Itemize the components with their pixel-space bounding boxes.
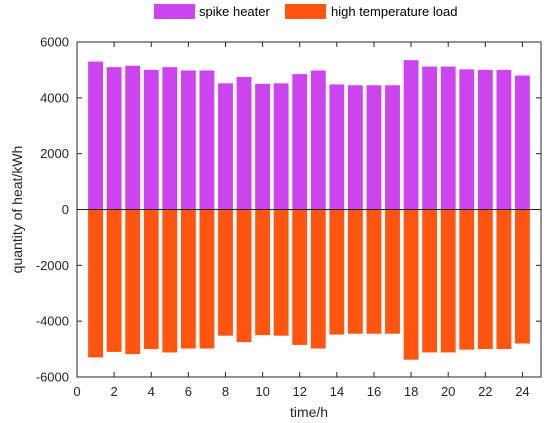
y-tick-label: 2000 xyxy=(40,146,69,161)
bar-spike-heater-21 xyxy=(459,69,475,210)
x-tick-label: 0 xyxy=(73,384,80,399)
bar-high-temperature-load-24 xyxy=(515,209,530,344)
bar-high-temperature-load-17 xyxy=(385,209,400,334)
y-axis-label: quantity of heat/kWh xyxy=(9,146,25,274)
legend-swatch-high-temperature-load xyxy=(285,4,326,19)
bar-high-temperature-load-12 xyxy=(292,209,308,345)
x-tick-label: 10 xyxy=(255,384,269,399)
bar-spike-heater-11 xyxy=(273,83,289,210)
legend: spike heater high temperature load xyxy=(154,4,457,19)
x-tick-label: 12 xyxy=(292,384,306,399)
bar-high-temperature-load-8 xyxy=(218,209,233,336)
bar-spike-heater-12 xyxy=(292,74,308,210)
axes xyxy=(76,41,542,378)
y-tick-label: -6000 xyxy=(36,370,69,385)
bar-spike-heater-4 xyxy=(143,69,159,210)
bar-spike-heater-18 xyxy=(403,60,419,210)
bar-spike-heater-8 xyxy=(218,83,233,210)
bar-spike-heater-22 xyxy=(477,69,493,210)
bar-spike-heater-9 xyxy=(236,76,252,210)
bar-spike-heater-3 xyxy=(125,65,141,210)
bar-high-temperature-load-3 xyxy=(125,209,141,355)
y-tick-label: -2000 xyxy=(36,258,69,273)
bar-spike-heater-14 xyxy=(329,84,345,210)
bar-spike-heater-1 xyxy=(88,61,103,210)
bar-high-temperature-load-2 xyxy=(106,209,122,352)
x-tick-label: 2 xyxy=(111,384,118,399)
legend-label-high-temperature-load: high temperature load xyxy=(331,4,457,19)
x-tick-label: 24 xyxy=(515,384,529,399)
x-tick-label: 16 xyxy=(367,384,381,399)
bar-high-temperature-load-6 xyxy=(180,209,196,349)
bar-high-temperature-load-21 xyxy=(459,209,475,350)
y-tick-label: 0 xyxy=(62,202,69,217)
bar-spike-heater-15 xyxy=(347,85,363,210)
bar-high-temperature-load-20 xyxy=(440,209,456,353)
bar-spike-heater-6 xyxy=(180,70,196,210)
bar-high-temperature-load-16 xyxy=(366,209,382,334)
bar-spike-heater-17 xyxy=(385,85,400,210)
legend-label-spike-heater: spike heater xyxy=(199,4,270,19)
y-tick-label: -4000 xyxy=(36,314,69,329)
x-tick-label: 14 xyxy=(330,384,344,399)
x-axis-label: time/h xyxy=(290,404,328,420)
y-tick-label: 4000 xyxy=(40,90,69,105)
bar-spike-heater-5 xyxy=(162,67,178,210)
bar-high-temperature-load-19 xyxy=(422,209,438,353)
x-tick-label: 8 xyxy=(222,384,229,399)
y-tick-labels: -6000 -4000 -2000 0 2000 4000 6000 xyxy=(36,35,69,385)
bar-spike-heater-16 xyxy=(366,85,382,210)
x-tick-label: 22 xyxy=(478,384,492,399)
bar-high-temperature-load-11 xyxy=(273,209,289,336)
bar-high-temperature-load-15 xyxy=(347,209,363,334)
bar-spike-heater-7 xyxy=(199,70,215,210)
bar-group xyxy=(88,60,530,360)
bar-spike-heater-24 xyxy=(515,75,530,210)
legend-swatch-spike-heater xyxy=(154,4,195,19)
bar-spike-heater-19 xyxy=(422,66,438,210)
bar-spike-heater-20 xyxy=(440,66,456,210)
bar-high-temperature-load-10 xyxy=(255,209,271,336)
x-tick-labels: 0 2 4 6 8 10 12 14 16 18 20 22 24 xyxy=(73,384,529,399)
bar-spike-heater-10 xyxy=(255,83,271,210)
x-tick-label: 20 xyxy=(441,384,455,399)
bar-spike-heater-2 xyxy=(106,67,122,210)
y-tick-label: 6000 xyxy=(40,35,69,50)
x-tick-label: 6 xyxy=(185,384,192,399)
x-tick-label: 4 xyxy=(148,384,155,399)
bar-high-temperature-load-13 xyxy=(310,209,326,349)
bar-high-temperature-load-23 xyxy=(496,209,512,350)
bar-high-temperature-load-4 xyxy=(143,209,159,350)
bar-high-temperature-load-9 xyxy=(236,209,252,343)
bar-high-temperature-load-5 xyxy=(162,209,178,353)
x-tick-label: 18 xyxy=(404,384,418,399)
bar-high-temperature-load-14 xyxy=(329,209,345,335)
bar-high-temperature-load-1 xyxy=(88,209,103,358)
bar-high-temperature-load-18 xyxy=(403,209,419,360)
bar-high-temperature-load-7 xyxy=(199,209,215,349)
bar-spike-heater-13 xyxy=(310,70,326,210)
bar-high-temperature-load-22 xyxy=(477,209,493,350)
bar-spike-heater-23 xyxy=(496,69,512,210)
